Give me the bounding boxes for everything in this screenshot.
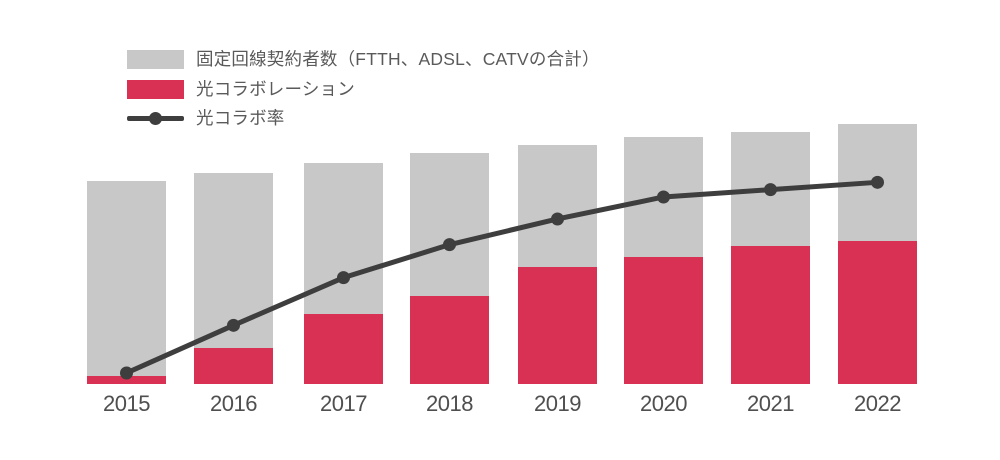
x-label-2015: 2015 <box>103 391 150 416</box>
x-label-2017: 2017 <box>320 391 367 416</box>
legend-item-collab-rate: 光コラボ率 <box>127 109 600 128</box>
legend-swatch-collab-rate-line <box>127 109 184 128</box>
bar-collab-2015 <box>87 376 166 384</box>
bar-collab-2018 <box>410 295 489 384</box>
x-label-2018: 2018 <box>426 391 473 416</box>
x-label-2016: 2016 <box>210 391 257 416</box>
bar-collab-2017 <box>304 313 383 384</box>
bar-collab-2016 <box>194 347 273 384</box>
chart-legend: 固定回線契約者数（FTTH、ADSL、CATVの合計） 光コラボレーション 光コ… <box>127 50 600 139</box>
legend-swatch-fixed-line-total <box>127 50 184 69</box>
bar-collab-2021 <box>731 246 810 384</box>
x-label-2021: 2021 <box>747 391 794 416</box>
bar-collab-2022 <box>838 241 917 384</box>
legend-label-fixed-line-total: 固定回線契約者数（FTTH、ADSL、CATVの合計） <box>196 49 600 69</box>
legend-label-hikari-collab: 光コラボレーション <box>196 79 355 99</box>
bar-collab-2019 <box>518 267 597 384</box>
x-label-2019: 2019 <box>534 391 581 416</box>
x-label-2020: 2020 <box>640 391 687 416</box>
bar-total-2015 <box>87 181 166 384</box>
legend-item-fixed-line-total: 固定回線契約者数（FTTH、ADSL、CATVの合計） <box>127 50 600 69</box>
legend-swatch-hikari-collab <box>127 80 184 99</box>
legend-line-dot-icon <box>149 112 162 125</box>
legend-label-collab-rate: 光コラボ率 <box>196 108 285 128</box>
legend-item-hikari-collab: 光コラボレーション <box>127 80 600 99</box>
x-label-2022: 2022 <box>854 391 901 416</box>
bar-collab-2020 <box>624 256 703 384</box>
